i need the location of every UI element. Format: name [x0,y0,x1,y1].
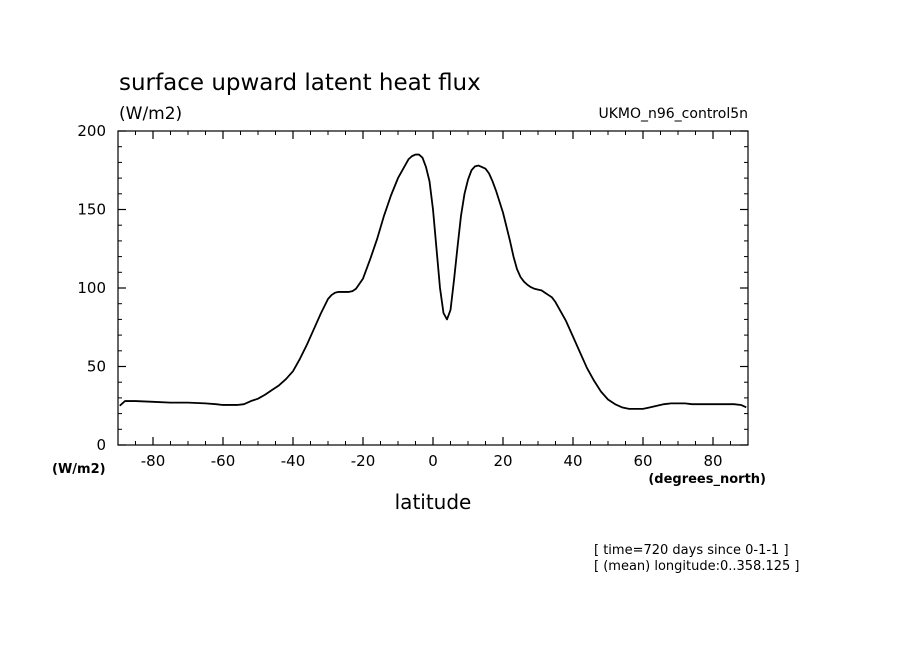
series-line-0 [119,153,747,410]
y-axis-ticks: 0 50 100 150 200 [77,122,748,454]
x-tick-label: 20 [493,452,512,470]
x-tick-label: 60 [633,452,652,470]
series-layer [119,153,747,410]
y-tick-label: 200 [77,122,106,140]
x-axis-units: (degrees_north) [648,472,766,487]
x-tick-label: 40 [563,452,582,470]
x-tick-label: -60 [211,452,236,470]
chart-title: surface upward latent heat flux [119,70,481,96]
x-tick-label: 0 [428,452,438,470]
chart-units: (W/m2) [119,104,182,124]
y-tick-label: 100 [77,279,106,297]
y-tick-label: 150 [77,201,106,219]
minor-ticks [118,131,748,445]
chart-source: UKMO_n96_control5n [598,106,748,122]
x-tick-label: 80 [703,452,722,470]
x-tick-label: -40 [281,452,306,470]
y-tick-label: 50 [87,358,106,376]
y-axis-units: (W/m2) [52,462,106,477]
x-axis-ticks: -80 -60 -40 -20 0 20 40 60 80 [141,131,723,470]
x-tick-label: -80 [141,452,166,470]
x-tick-label: -20 [351,452,376,470]
x-axis-label: latitude [395,490,472,514]
annotation-longitude: [ (mean) longitude:0..358.125 ] [594,559,799,574]
plot-frame [117,130,749,446]
annotation-time: [ time=720 days since 0-1-1 ] [594,543,789,558]
y-tick-label: 0 [96,436,106,454]
